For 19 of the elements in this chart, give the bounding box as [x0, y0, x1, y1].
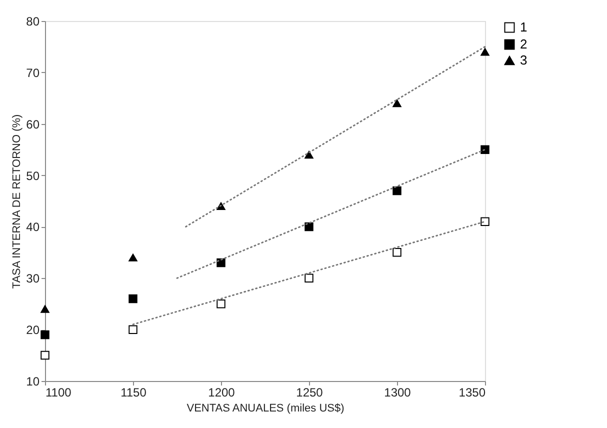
y-axis-title: TASA INTERNA DE RETORNO (%) — [11, 114, 24, 289]
x-tick-label: 1350 — [458, 386, 486, 400]
y-tick-label: 70 — [26, 66, 40, 80]
y-tick-label: 20 — [26, 323, 40, 338]
x-tick-label: 1150 — [120, 386, 147, 400]
x-axis-title: VENTAS ANUALES (miles US$) — [186, 402, 344, 414]
legend-label: 3 — [520, 52, 528, 68]
legend-label: 1 — [520, 20, 528, 34]
y-tick-label: 60 — [26, 117, 40, 132]
x-tick-label: 1200 — [208, 386, 236, 400]
x-tick-label: 1250 — [296, 386, 324, 400]
y-tick-label: 80 — [26, 14, 40, 28]
legend-label: 2 — [520, 36, 528, 52]
y-tick-label: 50 — [26, 168, 40, 183]
x-tick-label: 1100 — [46, 386, 72, 400]
y-tick-label: 10 — [26, 374, 40, 388]
y-tick-label: 40 — [26, 220, 40, 234]
x-tick-label: 1300 — [384, 386, 412, 400]
y-tick-label: 30 — [26, 272, 40, 286]
